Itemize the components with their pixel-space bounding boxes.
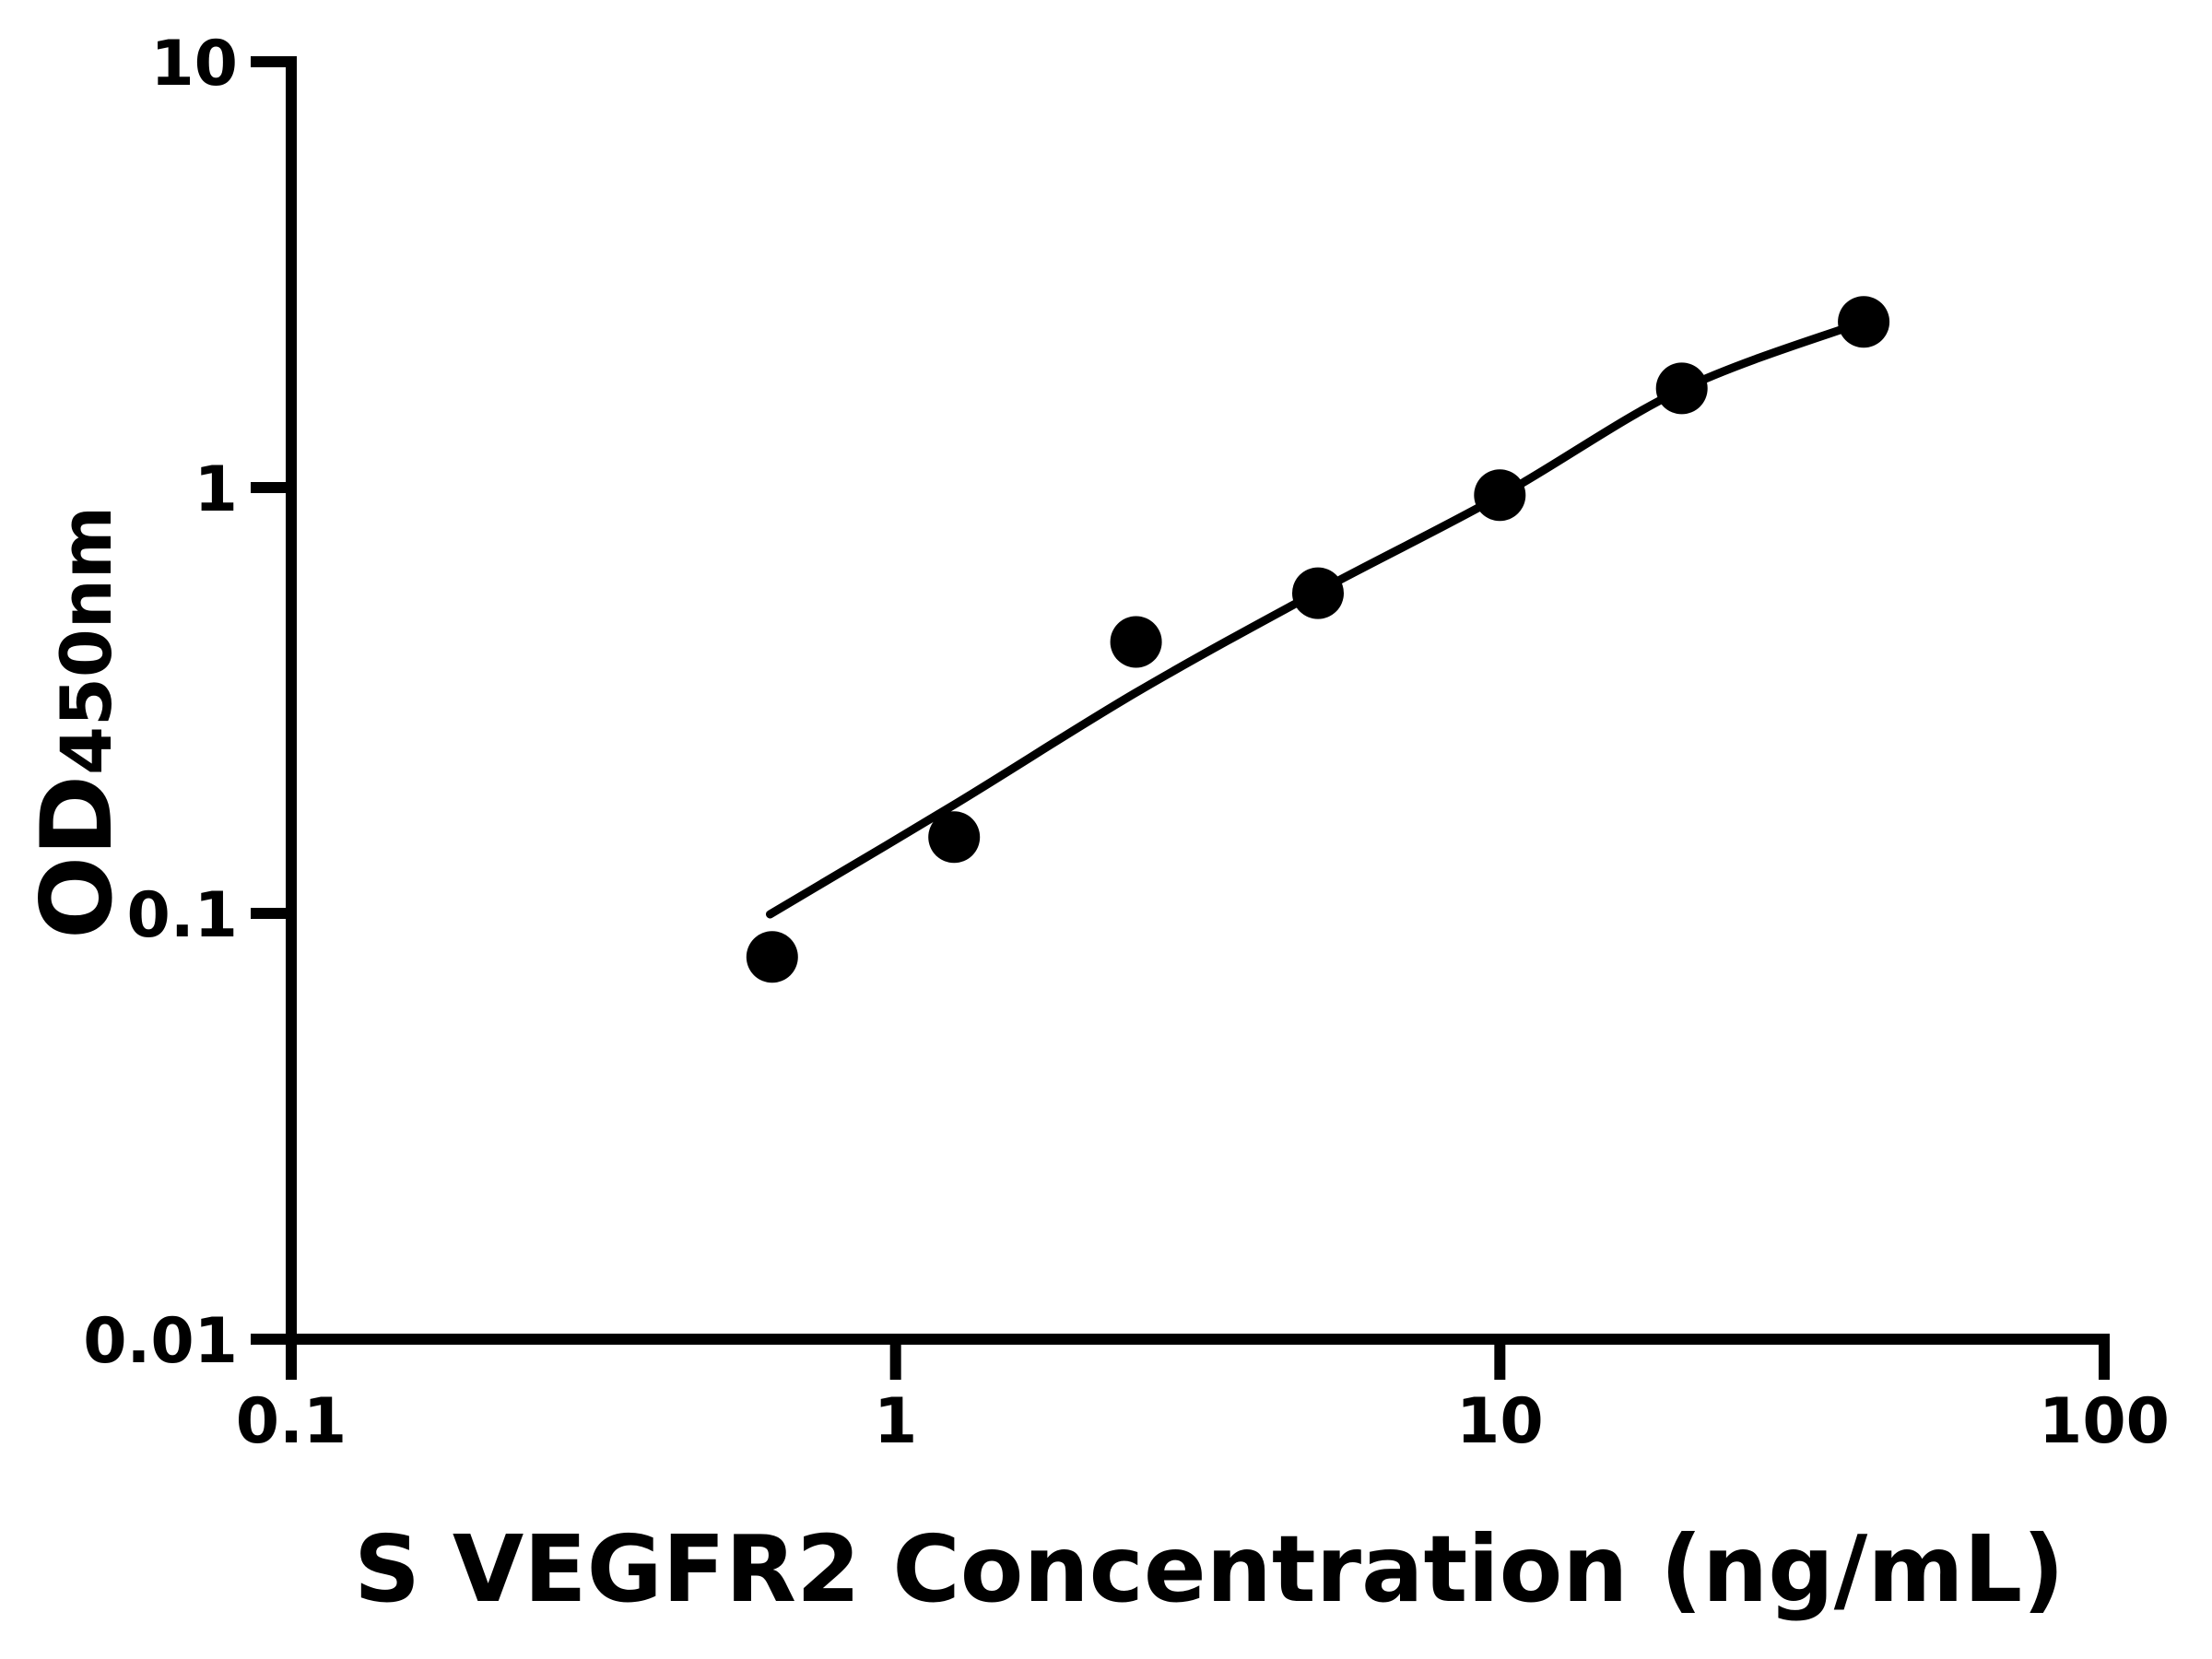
data-point-marker xyxy=(928,811,981,864)
y-axis-title-sub: 450nm xyxy=(45,506,127,775)
x-axis-tick-label: 0.1 xyxy=(236,1385,347,1458)
axis-spine xyxy=(286,56,2110,1345)
y-axis-tick-label: 1 xyxy=(194,453,238,526)
marker-layer xyxy=(746,296,1890,983)
x-axis-tick-label: 1 xyxy=(874,1385,917,1458)
data-point-marker xyxy=(1655,362,1708,415)
x-axis-title: S VEGFR2 Concentration (ng/mL) xyxy=(354,1515,2065,1623)
tick-layer xyxy=(251,56,2110,1380)
data-point-marker xyxy=(1110,616,1162,668)
x-axis-tick-label: 100 xyxy=(2039,1385,2170,1458)
data-point-marker xyxy=(1292,567,1344,619)
y-axis-tick-label: 0.01 xyxy=(83,1305,238,1378)
axes-layer xyxy=(286,56,2110,1345)
x-axis-tick-label: 10 xyxy=(1456,1385,1544,1458)
y-axis-tick-label: 0.1 xyxy=(127,879,238,952)
data-point-marker xyxy=(1838,296,1890,348)
y-axis-title: OD450nm xyxy=(20,506,134,939)
y-axis-title-main: OD xyxy=(20,775,134,939)
y-axis-tick-label: 10 xyxy=(150,28,238,100)
data-point-marker xyxy=(746,931,798,983)
data-point-marker xyxy=(1474,469,1526,522)
